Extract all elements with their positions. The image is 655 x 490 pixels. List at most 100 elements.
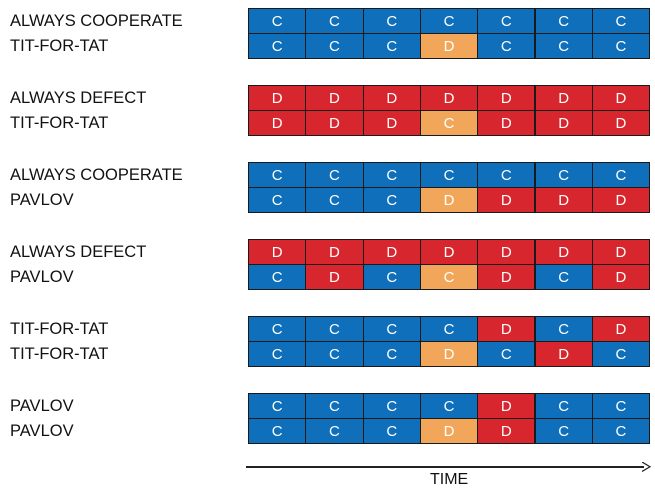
move-cell: D (362, 110, 421, 136)
time-axis-line (246, 466, 644, 468)
move-cell: D (477, 85, 536, 111)
move-cell: C (362, 187, 421, 213)
strategy-label: ALWAYS COOPERATE (10, 166, 183, 184)
time-arrow-icon (642, 462, 652, 472)
strategy-label: TIT-FOR-TAT (10, 37, 109, 55)
move-cell: D (591, 110, 651, 136)
move-cell: C (305, 8, 364, 34)
move-cell-highlighted: C (419, 264, 479, 290)
move-cell: C (477, 8, 536, 34)
strategy-label: ALWAYS COOPERATE (10, 12, 183, 30)
move-cell: C (477, 33, 536, 59)
move-cell: C (534, 33, 593, 59)
move-cell: C (362, 33, 421, 59)
move-cell: C (362, 8, 421, 34)
move-cell-highlighted: D (419, 418, 479, 444)
move-cell: C (591, 418, 651, 444)
move-cell: C (305, 162, 364, 188)
move-cell: C (534, 162, 593, 188)
move-cell: C (419, 162, 479, 188)
move-cell: D (591, 316, 651, 342)
move-cell: D (305, 110, 364, 136)
move-cell: D (591, 187, 651, 213)
strategy-label: PAVLOV (10, 268, 74, 286)
move-cell: D (534, 187, 593, 213)
move-cell: C (248, 187, 307, 213)
move-cell: C (419, 393, 479, 419)
move-cell: C (248, 8, 307, 34)
move-cell: D (305, 85, 364, 111)
move-cell-highlighted: C (419, 110, 479, 136)
strategy-label: PAVLOV (10, 191, 74, 209)
time-axis (246, 462, 652, 472)
time-axis-label: TIME (430, 471, 469, 488)
move-cell: C (248, 33, 307, 59)
move-cell: C (591, 162, 651, 188)
move-cell: D (534, 85, 593, 111)
move-cell: D (419, 239, 479, 265)
move-cell-highlighted: D (419, 341, 479, 367)
move-cell-highlighted: D (419, 33, 479, 59)
move-cell: D (477, 418, 536, 444)
move-cell: C (362, 316, 421, 342)
move-cell: C (305, 33, 364, 59)
move-cell: C (477, 341, 536, 367)
move-cell: C (248, 162, 307, 188)
move-cell: C (305, 316, 364, 342)
move-cell: C (534, 418, 593, 444)
move-cell: D (591, 85, 651, 111)
move-cell: D (534, 341, 593, 367)
move-cell: C (591, 33, 651, 59)
move-cell: D (477, 239, 536, 265)
move-cell: C (362, 341, 421, 367)
move-cell: C (362, 162, 421, 188)
move-cell: C (362, 264, 421, 290)
move-cell: C (362, 418, 421, 444)
move-cell: D (477, 316, 536, 342)
strategy-label: ALWAYS DEFECT (10, 89, 147, 107)
strategy-label: TIT-FOR-TAT (10, 320, 109, 338)
strategy-label: TIT-FOR-TAT (10, 114, 109, 132)
move-cell: D (477, 393, 536, 419)
move-cell: D (248, 110, 307, 136)
move-cell: D (305, 239, 364, 265)
move-cell: C (591, 341, 651, 367)
move-cell: C (591, 393, 651, 419)
move-cell: C (419, 8, 479, 34)
move-cell: C (248, 341, 307, 367)
strategy-label: TIT-FOR-TAT (10, 345, 109, 363)
move-cell: C (362, 393, 421, 419)
move-cell: C (534, 316, 593, 342)
move-cell: C (534, 393, 593, 419)
move-cell: C (248, 418, 307, 444)
move-cell: D (362, 239, 421, 265)
move-cell: D (305, 264, 364, 290)
strategy-label: PAVLOV (10, 422, 74, 440)
move-cell: C (591, 8, 651, 34)
move-cell: D (477, 264, 536, 290)
move-cell: C (305, 187, 364, 213)
move-cell: D (248, 85, 307, 111)
move-cell: C (248, 316, 307, 342)
move-cell: C (419, 316, 479, 342)
move-cell: C (305, 341, 364, 367)
move-cell: D (248, 239, 307, 265)
move-cell: C (477, 162, 536, 188)
move-cell: D (477, 110, 536, 136)
move-cell: C (305, 393, 364, 419)
move-cell: C (305, 418, 364, 444)
move-cell: C (534, 264, 593, 290)
move-cell: D (477, 187, 536, 213)
move-cell: D (534, 110, 593, 136)
move-cell: C (534, 8, 593, 34)
move-cell: D (362, 85, 421, 111)
move-cell: C (248, 393, 307, 419)
strategy-label: ALWAYS DEFECT (10, 243, 147, 261)
move-cell: D (591, 239, 651, 265)
strategy-label: PAVLOV (10, 397, 74, 415)
move-cell: D (419, 85, 479, 111)
move-cell: D (591, 264, 651, 290)
move-cell: D (534, 239, 593, 265)
move-cell: C (248, 264, 307, 290)
